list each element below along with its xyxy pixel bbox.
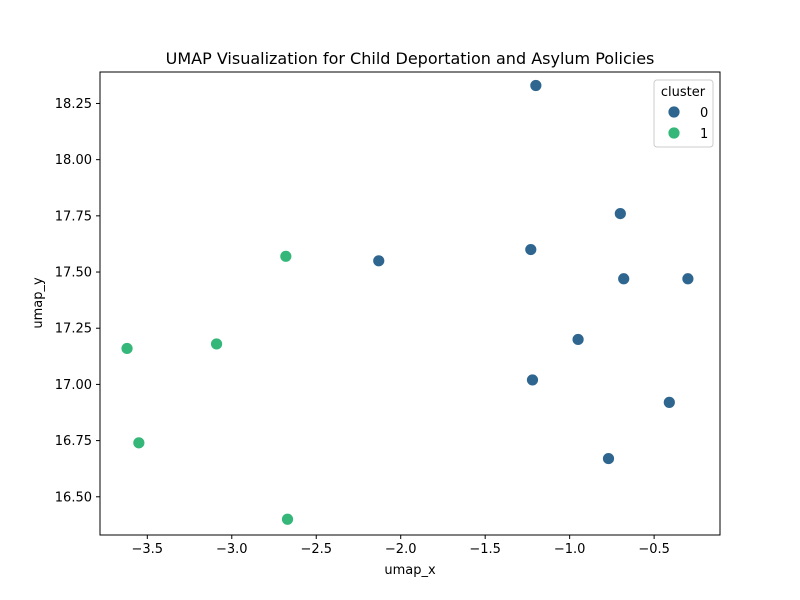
x-tick-label: −1.0 [554,542,586,557]
data-point-cluster-1 [132,436,146,450]
x-axis-label: umap_x [384,563,436,578]
data-point-cluster-0 [681,272,695,286]
y-tick-label: 16.75 [55,434,92,449]
y-tick-label: 18.25 [55,97,92,112]
x-axis: −3.5 −3.0 −2.5 −2.0 −1.5 −1.0 −0.5 [132,535,670,557]
data-point-cluster-0 [602,452,615,465]
x-tick-label: −3.5 [132,542,164,557]
x-tick-label: −3.0 [216,542,248,557]
chart-title: UMAP Visualization for Child Deportation… [166,49,655,68]
data-point-cluster-0 [571,333,585,346]
legend-label-cluster-0: 0 [700,106,708,121]
legend-marker-cluster-0 [667,105,681,119]
y-tick-label: 16.50 [55,490,92,505]
y-tick-label: 17.00 [55,378,92,393]
legend-title: cluster [661,85,706,100]
data-point-cluster-1 [279,249,293,263]
plot-points [120,79,695,526]
legend-marker-cluster-1 [667,126,681,140]
y-tick-label: 17.75 [55,209,92,224]
y-tick-label: 17.25 [55,322,92,337]
data-point-cluster-0 [529,79,543,92]
y-axis-label: umap_y [31,277,46,329]
y-tick-label: 18.00 [55,153,92,168]
data-point-cluster-0 [524,243,538,256]
data-point-cluster-1 [210,337,223,351]
legend: cluster 0 1 [653,79,714,148]
x-tick-label: −2.0 [385,542,417,557]
data-point-cluster-1 [120,342,134,355]
data-point-cluster-0 [613,207,627,220]
y-axis: 16.50 16.75 17.00 17.25 17.50 17.75 18.00 18.25 [55,97,100,505]
data-point-cluster-1 [281,512,294,526]
data-point-cluster-0 [372,254,386,268]
x-tick-label: −1.5 [469,542,501,557]
y-tick-label: 17.50 [55,266,92,281]
data-point-cluster-0 [526,373,539,387]
plot-frame [99,71,721,536]
data-point-cluster-0 [662,395,676,409]
legend-label-cluster-1: 1 [700,127,708,142]
x-tick-label: −0.5 [638,542,670,557]
data-point-cluster-0 [617,272,631,286]
x-tick-label: −2.5 [300,542,332,557]
